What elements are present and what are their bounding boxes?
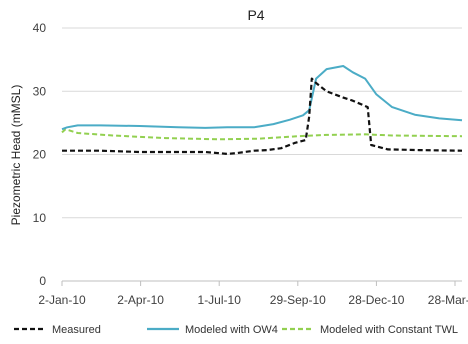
x-tick-label: 2-Apr-10: [117, 293, 164, 307]
legend-label: Modeled with Constant TWL: [320, 324, 458, 336]
legend: Measured Modeled with OW4 Modeled with Con…: [14, 324, 458, 336]
axes: 0 10 20 30 40 2-Jan-10 2-Apr-10 1-Jul-10 29-Sep-…: [33, 21, 468, 307]
x-tick-label: 1-Jul-10: [198, 293, 242, 307]
x-tick-label: 28-Mar-11: [428, 293, 468, 307]
x-tick-label: 28-Dec-10: [348, 293, 404, 307]
legend-label: Measured: [52, 324, 101, 336]
series: [61, 65, 463, 155]
y-tick-label: 10: [33, 211, 47, 225]
y-tick-label: 30: [33, 84, 47, 98]
series-line-modeled-with-constant-twl: [61, 128, 463, 141]
x-tick-label: 2-Jan-10: [38, 293, 86, 307]
y-axis-label: Piezometric Head (mMSL): [9, 85, 23, 226]
legend-item: Modeled with Constant TWL: [282, 324, 458, 336]
x-tick-label: 29-Sep-10: [270, 293, 326, 307]
series-line-measured: [62, 77, 463, 155]
legend-item: Modeled with OW4: [147, 324, 278, 336]
grid: [62, 27, 462, 219]
y-tick-label: 20: [33, 148, 47, 162]
y-tick-label: 40: [33, 21, 47, 35]
legend-label: Modeled with OW4: [185, 324, 278, 336]
series-line-modeled-with-ow4: [61, 65, 463, 131]
y-tick-label: 0: [39, 274, 46, 288]
chart-title: P4: [247, 7, 264, 23]
legend-item: Measured: [14, 324, 101, 336]
